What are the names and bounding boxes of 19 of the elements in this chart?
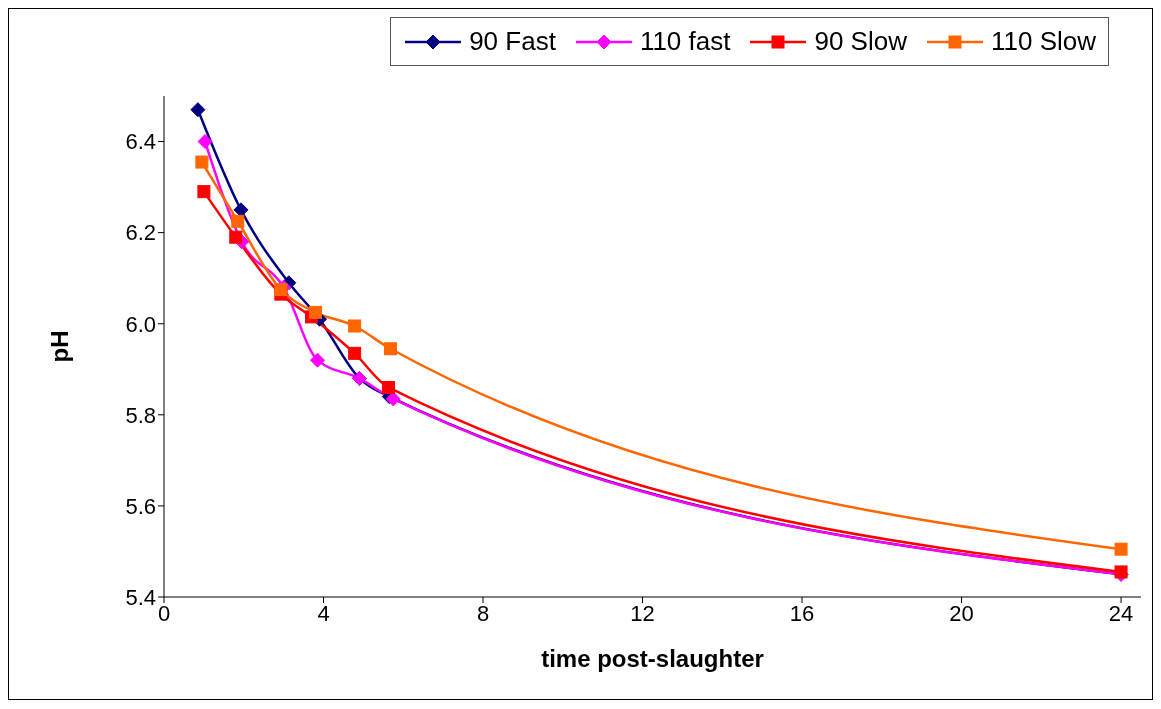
x-tick-label: 16	[789, 600, 815, 626]
x-tick-label: 20	[949, 600, 974, 626]
y-tick-label: 5.4	[125, 584, 156, 610]
legend-label: 110 Slow	[990, 26, 1096, 57]
y-tick-label: 5.6	[125, 493, 156, 519]
y-tick-label: 6.0	[125, 311, 156, 337]
legend-label: 90 Fast	[469, 26, 556, 57]
y-axis-title: pH	[45, 330, 73, 363]
y-tick-label: 5.8	[125, 402, 156, 428]
legend-label: 110 fast	[639, 26, 731, 57]
x-axis-title: time post-slaughter	[541, 645, 764, 672]
x-tick-label: 4	[317, 600, 330, 626]
y-tick-label: 6.4	[125, 129, 156, 155]
x-tick-label: 12	[630, 600, 655, 626]
x-tick-label: 24	[1108, 600, 1134, 626]
legend-label: 90 Slow	[814, 26, 907, 57]
x-tick-label: 0	[157, 600, 171, 626]
y-tick-label: 6.2	[125, 220, 156, 246]
x-tick-label: 8	[476, 600, 490, 626]
